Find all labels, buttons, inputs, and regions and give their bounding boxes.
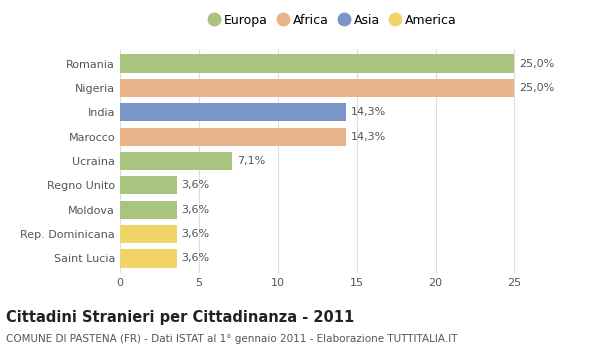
Bar	[120, 201, 177, 219]
Text: Cittadini Stranieri per Cittadinanza - 2011: Cittadini Stranieri per Cittadinanza - 2…	[6, 310, 354, 325]
Text: 3,6%: 3,6%	[182, 253, 209, 264]
Text: 3,6%: 3,6%	[182, 229, 209, 239]
Text: 14,3%: 14,3%	[350, 107, 386, 117]
Text: COMUNE DI PASTENA (FR) - Dati ISTAT al 1° gennaio 2011 - Elaborazione TUTTITALIA: COMUNE DI PASTENA (FR) - Dati ISTAT al 1…	[6, 334, 458, 344]
Bar	[120, 152, 232, 170]
Bar	[120, 79, 514, 97]
Bar	[120, 127, 346, 146]
Text: 25,0%: 25,0%	[519, 58, 554, 69]
Bar	[120, 176, 177, 195]
Text: 7,1%: 7,1%	[237, 156, 265, 166]
Text: 14,3%: 14,3%	[350, 132, 386, 142]
Bar	[120, 225, 177, 243]
Text: 3,6%: 3,6%	[182, 205, 209, 215]
Bar	[120, 249, 177, 267]
Legend: Europa, Africa, Asia, America: Europa, Africa, Asia, America	[205, 10, 461, 31]
Text: 3,6%: 3,6%	[182, 180, 209, 190]
Bar	[120, 55, 514, 73]
Bar	[120, 103, 346, 121]
Text: 25,0%: 25,0%	[519, 83, 554, 93]
